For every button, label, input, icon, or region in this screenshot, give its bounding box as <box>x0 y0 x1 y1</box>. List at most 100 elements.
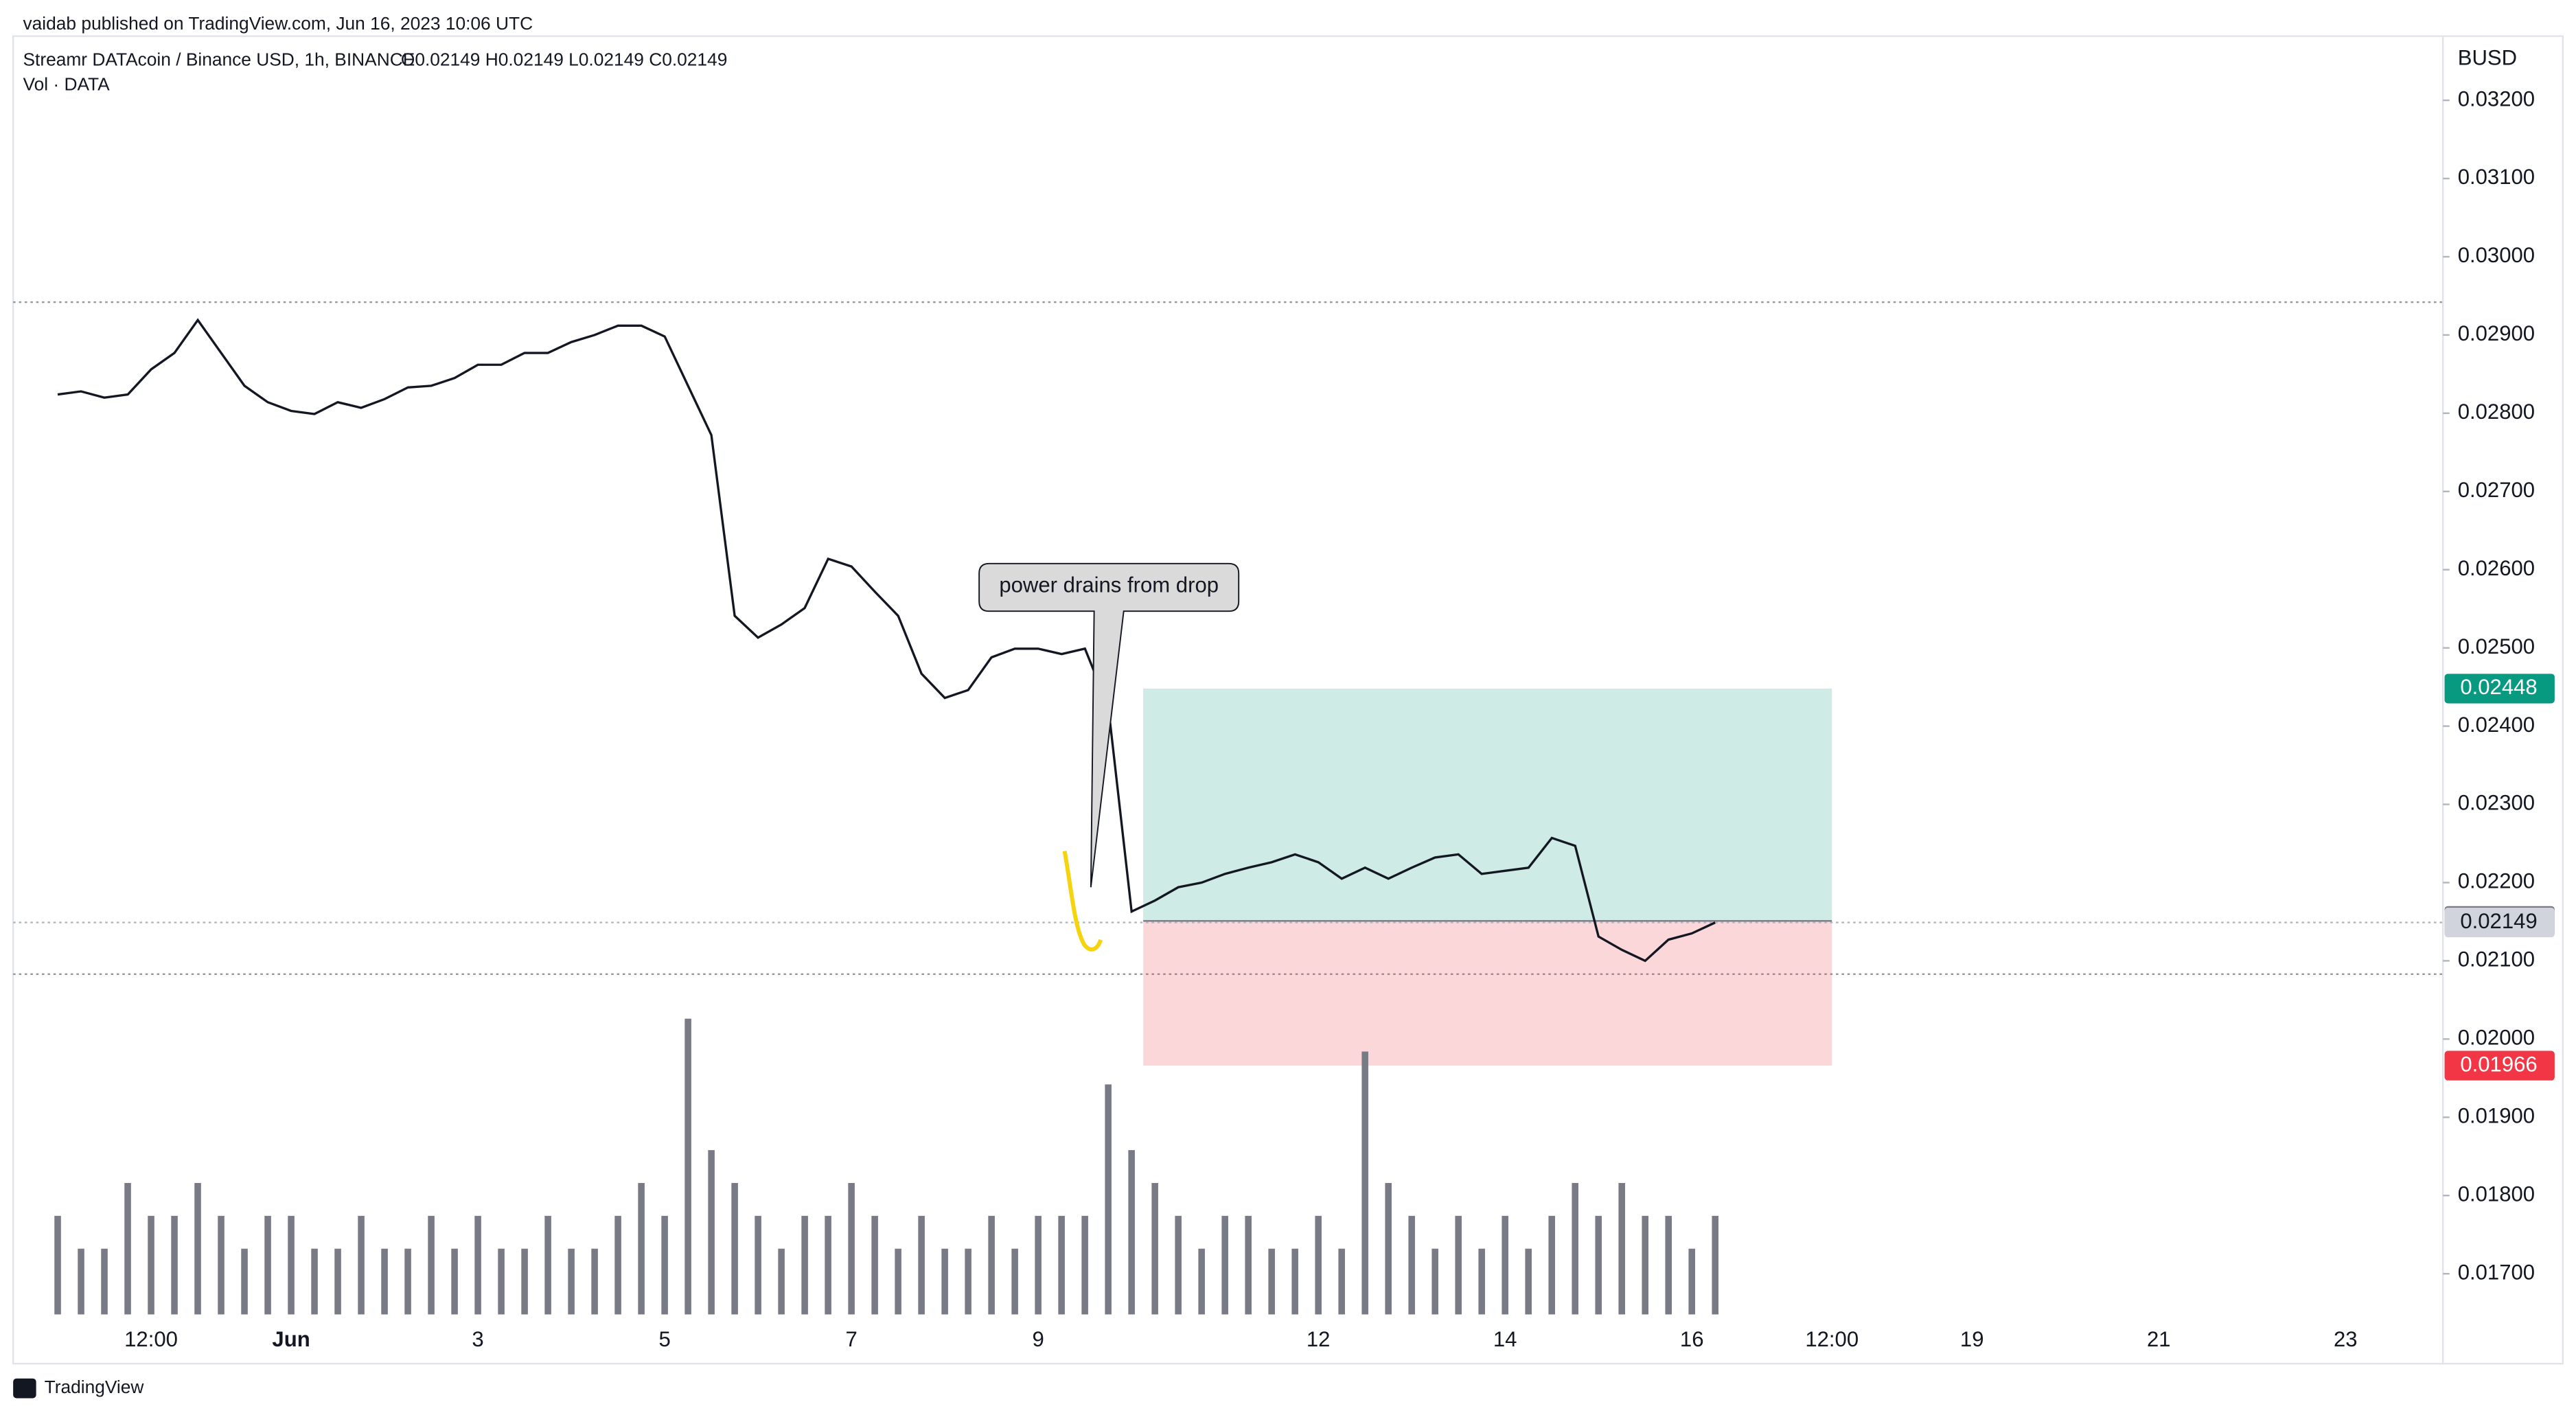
x-tick-label: 12:00 <box>124 1327 178 1351</box>
volume-bar <box>1361 1051 1368 1315</box>
target-badge <box>2444 674 2555 704</box>
y-tick-label: 0.02000 <box>2458 1026 2535 1050</box>
volume-bar <box>334 1248 341 1315</box>
volume-bar <box>428 1215 435 1315</box>
volume-bar <box>1478 1248 1485 1315</box>
volume-bar <box>848 1182 855 1315</box>
x-tick-label: 16 <box>1680 1327 1704 1351</box>
volume-bar <box>685 1018 691 1315</box>
ohlc-legend: O0.02149 H0.02149 L0.02149 C0.02149 <box>401 49 727 69</box>
volume-bar <box>1665 1215 1672 1315</box>
x-tick-label: 3 <box>472 1327 483 1351</box>
volume-bar <box>101 1248 108 1315</box>
stop-badge <box>2444 1050 2555 1081</box>
volume-bar <box>1572 1182 1578 1315</box>
volume-bar <box>1618 1182 1625 1315</box>
volume-bar <box>194 1182 201 1315</box>
y-tick-label: 0.02700 <box>2458 478 2535 502</box>
volume-bar <box>988 1215 995 1315</box>
volume-bar <box>171 1215 178 1315</box>
x-tick-label: 7 <box>845 1327 857 1351</box>
chart-frame <box>12 35 2564 1365</box>
volume-bar <box>404 1248 411 1315</box>
volume-bar <box>965 1248 971 1315</box>
y-tick-label: 0.03100 <box>2458 165 2535 189</box>
footer: TradingView <box>45 1377 145 1397</box>
volume-bar <box>288 1215 295 1315</box>
volume-bar <box>1408 1215 1415 1315</box>
footer-logo <box>13 1378 36 1399</box>
y-tick-label: 0.03000 <box>2458 243 2535 267</box>
volume-legend: Vol · DATA <box>23 73 110 94</box>
volume-bar <box>755 1215 761 1315</box>
volume-bar <box>1385 1182 1392 1315</box>
volume-bar <box>1291 1248 1298 1315</box>
callout-text: power drains from drop <box>999 573 1219 597</box>
x-tick-label: 21 <box>2147 1327 2171 1351</box>
logo-icon <box>13 1378 36 1399</box>
x-tick-label: 12:00 <box>1805 1327 1859 1351</box>
price-line <box>57 318 1716 963</box>
highlight-stroke <box>1062 851 1103 952</box>
volume-bar <box>1128 1150 1135 1315</box>
x-tick-label: Jun <box>272 1327 310 1351</box>
y-tick-label: 0.02100 <box>2458 947 2535 972</box>
y-tick-label: 0.02500 <box>2458 634 2535 658</box>
volume-bar <box>1595 1215 1602 1315</box>
y-tick-label: 0.02600 <box>2458 556 2535 580</box>
volume-bar <box>661 1215 668 1315</box>
y-tick-label: 0.01800 <box>2458 1182 2535 1206</box>
stop-zone <box>1143 921 1832 1066</box>
volume-bar <box>1151 1182 1158 1315</box>
volume-bar <box>521 1248 528 1315</box>
volume-bar <box>1502 1215 1508 1315</box>
y-tick-label: 0.02200 <box>2458 869 2535 893</box>
x-tick-label: 9 <box>1032 1327 1044 1351</box>
axis-unit: BUSD <box>2458 45 2517 69</box>
volume-bar <box>1315 1215 1322 1315</box>
target-label: 0.02448 <box>2460 675 2537 699</box>
x-tick-label: 5 <box>658 1327 670 1351</box>
volume-bar <box>731 1182 738 1315</box>
y-tick-label: 0.02900 <box>2458 321 2535 345</box>
volume-bar <box>1642 1215 1648 1315</box>
volume-bar <box>1105 1084 1112 1315</box>
y-tick-label: 0.02400 <box>2458 713 2535 737</box>
volume-bar <box>381 1248 388 1315</box>
volume-bar <box>1268 1248 1275 1315</box>
volume-bar <box>1338 1248 1345 1315</box>
volume-bar <box>638 1182 645 1315</box>
volume-bar <box>311 1248 318 1315</box>
volume-bar <box>591 1248 598 1315</box>
volume-bar <box>218 1215 225 1315</box>
volume-bar <box>1081 1215 1088 1315</box>
x-tick-label: 19 <box>1960 1327 1984 1351</box>
volume-bar <box>568 1248 575 1315</box>
y-tick-label: 0.02300 <box>2458 791 2535 815</box>
y-tick-label: 0.02800 <box>2458 400 2535 424</box>
volume-bar <box>895 1248 901 1315</box>
y-tick-label: 0.03200 <box>2458 87 2535 111</box>
volume-bar <box>1011 1248 1018 1315</box>
target-zone <box>1143 688 1832 921</box>
x-tick-label: 14 <box>1493 1327 1517 1351</box>
last-price-label: 0.02149 <box>2460 909 2537 933</box>
volume-bar <box>825 1215 831 1315</box>
volume-bar <box>1198 1248 1205 1315</box>
volume-bar <box>1548 1215 1555 1315</box>
y-tick-label: 0.01900 <box>2458 1104 2535 1128</box>
volume-bar <box>544 1215 551 1315</box>
volume-bar <box>614 1215 621 1315</box>
volume-bar <box>1712 1215 1719 1315</box>
volume-bar <box>1058 1215 1065 1315</box>
volume-bar <box>241 1248 248 1315</box>
volume-bar <box>78 1248 84 1315</box>
volume-bar <box>54 1215 61 1315</box>
volume-bar <box>358 1215 365 1315</box>
callout <box>978 562 1240 888</box>
publisher: vaidab published on TradingView.com, Jun… <box>23 13 533 34</box>
volume-bar <box>1431 1248 1438 1315</box>
volume-bar <box>474 1215 481 1315</box>
